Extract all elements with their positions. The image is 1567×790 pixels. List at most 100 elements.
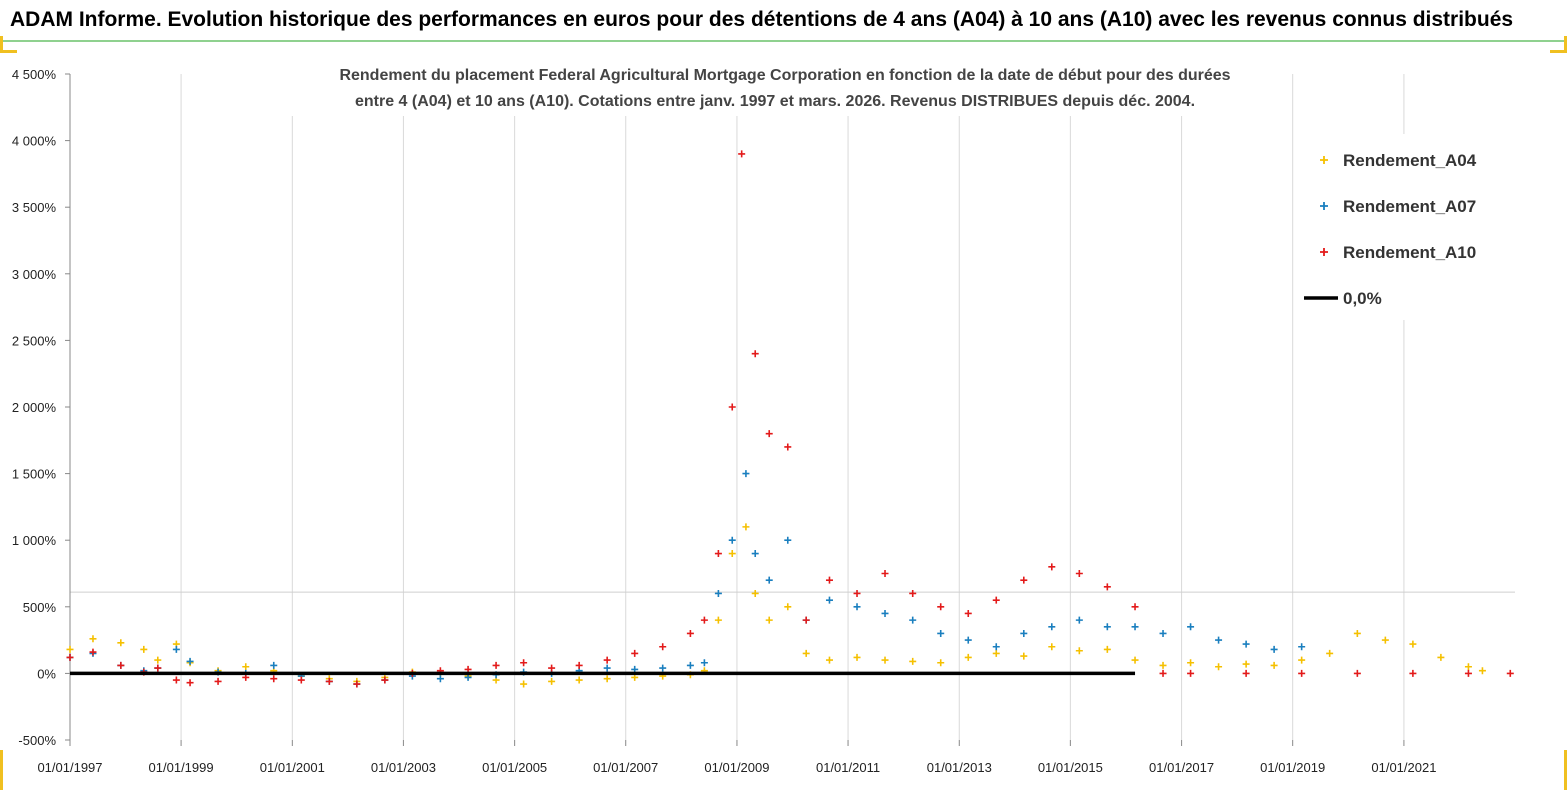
data-point <box>728 550 736 558</box>
data-point <box>853 589 861 597</box>
data-point <box>751 350 759 358</box>
data-point <box>520 659 528 667</box>
data-point <box>548 677 556 685</box>
data-point <box>728 536 736 544</box>
corner-decoration <box>0 36 17 53</box>
data-point <box>575 676 583 684</box>
data-point <box>714 550 722 558</box>
data-point <box>765 576 773 584</box>
data-point <box>1381 636 1389 644</box>
data-point <box>1215 636 1223 644</box>
data-point <box>117 661 125 669</box>
data-point <box>1326 649 1334 657</box>
data-point <box>66 645 74 653</box>
legend-label: 0,0% <box>1343 289 1382 308</box>
data-point <box>1159 629 1167 637</box>
data-point <box>575 661 583 669</box>
data-point <box>1464 663 1472 671</box>
data-point <box>1048 623 1056 631</box>
data-point <box>1103 623 1111 631</box>
legend-label: Rendement_A04 <box>1343 151 1477 170</box>
legend-label: Rendement_A07 <box>1343 197 1476 216</box>
data-point <box>659 643 667 651</box>
data-point <box>909 616 917 624</box>
data-point <box>742 523 750 531</box>
series-layer <box>66 150 1514 688</box>
data-point <box>700 616 708 624</box>
data-point <box>1242 660 1250 668</box>
series-Rendement_A07 <box>66 470 1306 688</box>
data-point <box>1020 629 1028 637</box>
x-tick-label: 01/01/2015 <box>1038 760 1103 775</box>
y-tick-label: 3 500% <box>12 200 57 215</box>
data-point <box>1131 656 1139 664</box>
data-point <box>1131 603 1139 611</box>
data-point <box>881 570 889 577</box>
legend-label: Rendement_A10 <box>1343 243 1476 262</box>
chart-title-line-2: entre 4 (A04) et 10 ans (A10). Cotations… <box>355 93 1195 110</box>
data-point <box>937 629 945 637</box>
data-point <box>765 616 773 624</box>
data-point <box>909 589 917 597</box>
corner-decoration <box>0 750 17 790</box>
data-point <box>825 656 833 664</box>
data-point <box>270 661 278 669</box>
legend-marker <box>1320 202 1328 210</box>
data-point <box>853 603 861 611</box>
data-point <box>937 659 945 667</box>
data-point <box>1048 643 1056 651</box>
data-point <box>117 639 125 647</box>
data-point <box>66 653 74 661</box>
data-point <box>853 653 861 661</box>
x-tick-label: 01/01/2013 <box>927 760 992 775</box>
data-point <box>1159 669 1167 677</box>
data-point <box>964 636 972 644</box>
legend-marker <box>1320 248 1328 256</box>
data-point <box>728 403 736 411</box>
data-point <box>714 589 722 597</box>
x-tick-label: 01/01/1999 <box>149 760 214 775</box>
data-point <box>1353 669 1361 677</box>
data-point <box>154 656 162 664</box>
data-point <box>964 609 972 617</box>
data-point <box>1187 623 1195 631</box>
data-point <box>1159 661 1167 669</box>
data-point <box>1075 647 1083 655</box>
data-point <box>802 649 810 657</box>
data-point <box>1187 669 1195 677</box>
corner-decoration <box>1550 750 1567 790</box>
data-point <box>784 536 792 544</box>
data-point <box>186 679 194 687</box>
data-point <box>1103 645 1111 653</box>
data-point <box>751 550 759 558</box>
corner-decoration <box>1550 36 1567 53</box>
data-point <box>1270 645 1278 653</box>
data-point <box>1215 663 1223 671</box>
y-tick-label: 3 000% <box>12 267 57 282</box>
data-point <box>1270 661 1278 669</box>
data-point <box>1020 576 1028 584</box>
x-tick-label: 01/01/2021 <box>1371 760 1436 775</box>
data-point <box>603 664 611 672</box>
data-point <box>1242 640 1250 648</box>
y-tick-label: 0% <box>37 666 56 681</box>
data-point <box>242 663 250 671</box>
data-point <box>1298 656 1306 664</box>
data-point <box>1103 583 1111 591</box>
data-point <box>881 656 889 664</box>
x-tick-label: 01/01/1997 <box>37 760 102 775</box>
data-point <box>686 629 694 637</box>
data-point <box>1437 653 1445 661</box>
data-point <box>1020 652 1028 660</box>
data-point <box>154 664 162 672</box>
data-point <box>742 470 750 478</box>
chart-title-line-1: Rendement du placement Federal Agricultu… <box>339 67 1230 84</box>
data-point <box>992 643 1000 651</box>
data-point <box>214 677 222 685</box>
data-point <box>1048 563 1056 571</box>
x-tick-label: 01/01/2019 <box>1260 760 1325 775</box>
grid <box>69 74 1515 740</box>
x-tick-label: 01/01/2011 <box>816 760 880 775</box>
data-point <box>1353 629 1361 637</box>
